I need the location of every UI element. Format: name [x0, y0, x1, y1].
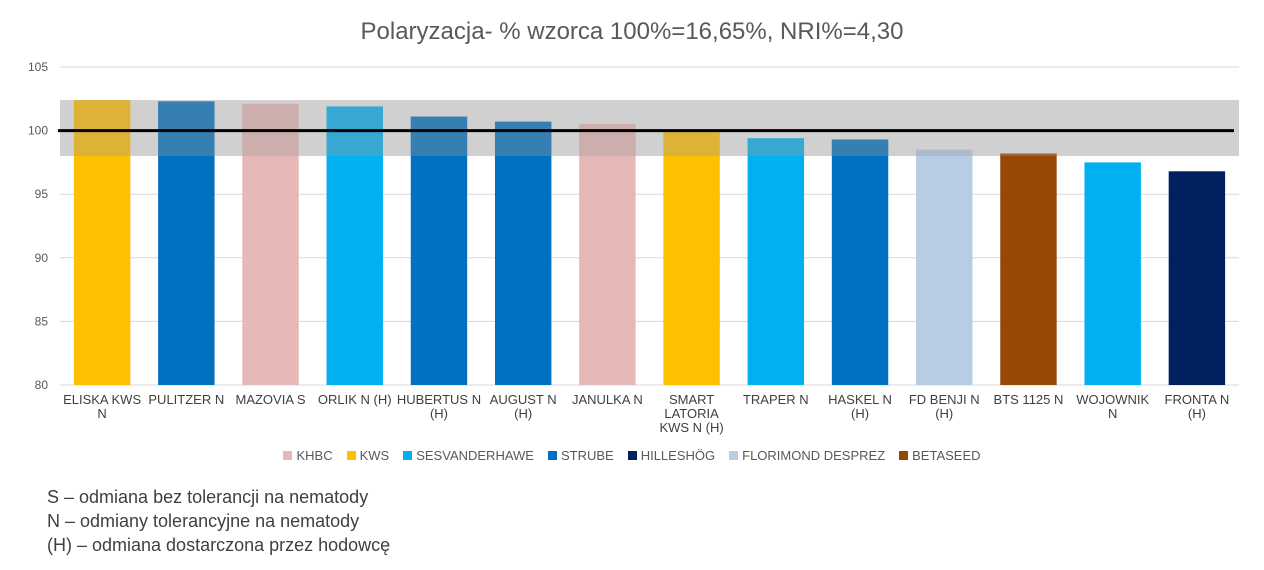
x-tick-label: HUBERTUS N (H) [397, 392, 481, 421]
legend-label: HILLESHÖG [640, 448, 716, 463]
bar [916, 149, 973, 385]
y-tick-label: 80 [35, 378, 49, 392]
x-tick-label: TRAPER N [743, 392, 809, 407]
bar [158, 101, 215, 386]
x-tick-label: HASKEL N (H) [828, 392, 892, 421]
x-tick-label: ELISKA KWS N [63, 392, 141, 421]
legend-swatch [403, 451, 413, 460]
note-h: (H) – odmiana dostarczona przez hodowcę [47, 535, 391, 555]
y-tick-label: 90 [35, 251, 49, 265]
bar [579, 124, 636, 386]
y-tick-label: 85 [35, 314, 49, 328]
x-tick-label: JANULKA N [572, 392, 643, 407]
legend-item: HILLESHÖG [627, 448, 716, 463]
bar [326, 106, 383, 385]
bar-chart: 80 85 90 95 100 105 ELISKA KWS N PULITZER N MAZO… [28, 60, 1239, 435]
x-tick-label: BTS 1125 N [994, 392, 1064, 407]
note-n: N – odmiany tolerancyjne na nematody [47, 511, 360, 531]
x-tick-label: FD BENJI N (H) [909, 392, 980, 421]
y-tick-label: 105 [28, 60, 48, 74]
legend-label: KWS [359, 448, 390, 463]
legend-item: KHBC [283, 448, 333, 463]
legend-item: BETASEED [899, 448, 981, 463]
bar [747, 138, 805, 385]
bar-band-overlay [916, 149, 973, 157]
legend-swatch [627, 451, 637, 460]
x-tick-label: SMART LATORIA KWS N (H) [659, 392, 723, 435]
bar [1168, 171, 1226, 385]
legend: KHBC KWS SESVANDERHAWE STRUBE HILLESHÖG FLORI… [0, 448, 1264, 463]
legend-item: KWS [346, 448, 390, 463]
bar [73, 100, 131, 386]
tolerance-band [60, 100, 1239, 157]
bar [663, 130, 720, 385]
bar [1000, 153, 1057, 385]
bar-band-overlay [831, 139, 889, 157]
bar-band-overlay [494, 121, 552, 157]
x-tick-label: PULITZER N [148, 392, 224, 407]
legend-label: KHBC [296, 448, 333, 463]
legend-label: STRUBE [560, 448, 614, 463]
bar-band-overlay [579, 124, 636, 157]
x-tick-label: AUGUST N (H) [490, 392, 557, 421]
note-s: S – odmiana bez tolerancji na nematody [47, 487, 369, 507]
tolerance-band [60, 100, 1239, 157]
bar-band-overlay [73, 100, 131, 157]
x-tick-label: WOJOWNIK N [1076, 392, 1149, 421]
legend-label: FLORIMOND DESPREZ [742, 448, 886, 463]
y-tick-label: 95 [35, 187, 49, 201]
bar [494, 121, 552, 386]
x-tick-label: MAZOVIA S [235, 392, 305, 407]
x-tick-label: FRONTA N (H) [1165, 392, 1230, 421]
bar-band-overlay [747, 138, 805, 157]
bar [242, 103, 299, 385]
bar-band-overlay [1000, 153, 1057, 157]
bar-band-overlay [410, 116, 468, 157]
bar-band-overlay [158, 101, 215, 157]
y-axis-ticks: 80 85 90 95 100 105 [28, 60, 48, 392]
legend-item: SESVANDERHAWE [403, 448, 534, 463]
legend-label: BETASEED [912, 448, 981, 463]
legend-swatch [729, 451, 739, 460]
legend-item: STRUBE [547, 448, 614, 463]
bar [1084, 162, 1141, 385]
bar [410, 116, 468, 385]
bar [831, 139, 889, 385]
legend-item: FLORIMOND DESPREZ [729, 448, 885, 463]
legend-swatch [547, 451, 557, 460]
notes: S – odmiana bez tolerancji na nematody N… [47, 485, 390, 557]
bar-band-overlay [663, 130, 720, 157]
legend-label: SESVANDERHAWE [416, 448, 534, 463]
bars [73, 100, 1226, 386]
legend-swatch [899, 451, 909, 460]
legend-swatch [283, 451, 293, 460]
x-tick-label: ORLIK N (H) [318, 392, 392, 407]
y-tick-label: 100 [28, 124, 48, 138]
legend-swatch [346, 451, 356, 460]
x-axis-labels: ELISKA KWS N PULITZER N MAZOVIA S ORLIK N (H… [63, 392, 1229, 435]
chart-title: Polaryzacja- % wzorca 100%=16,65%, NRI%=… [360, 18, 904, 45]
